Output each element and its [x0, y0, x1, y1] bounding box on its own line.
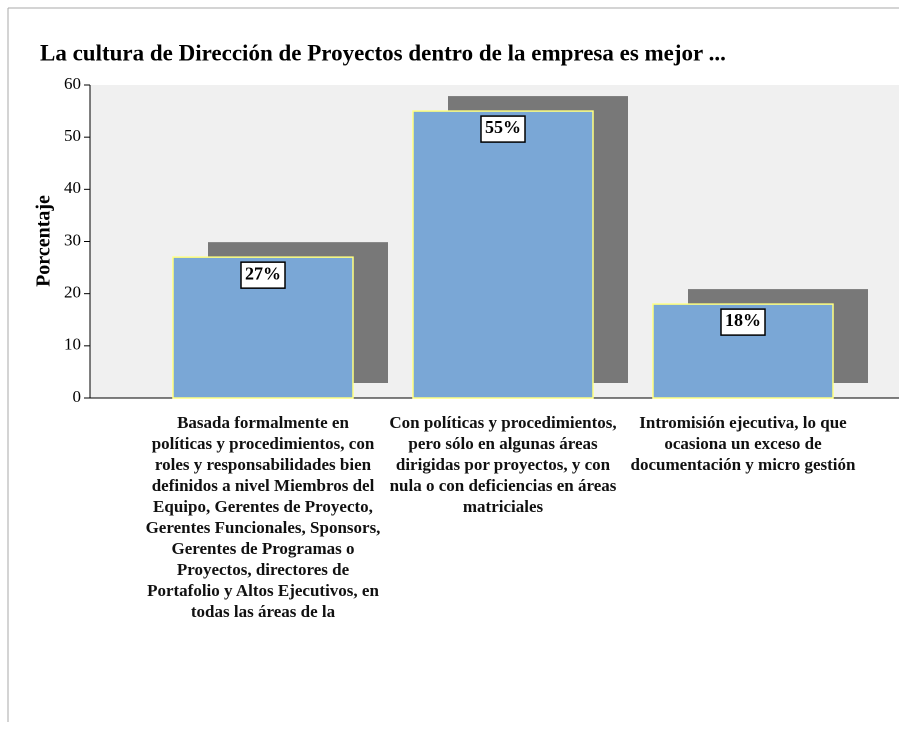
chart-title: La cultura de Dirección de Proyectos den… — [40, 40, 726, 65]
data-label-box — [240, 261, 286, 289]
y-tick-label: 40 — [64, 178, 81, 197]
data-label-box — [720, 308, 766, 336]
x-tick-label: Basada formalmente en políticas y proced… — [145, 413, 381, 621]
x-tick-label: Intromisión ejecutiva, lo que ocasiona u… — [630, 413, 856, 474]
x-tick-label: Con políticas y procedimientos, pero sól… — [389, 413, 617, 516]
data-label: 27% — [245, 263, 281, 283]
y-axis-label: Porcentaje — [33, 195, 55, 287]
data-label-box — [480, 115, 526, 143]
y-tick-label: 0 — [73, 387, 82, 406]
y-tick-label: 50 — [64, 126, 81, 145]
y-tick-label: 30 — [64, 230, 81, 249]
y-tick-label: 60 — [64, 74, 81, 93]
data-label: 55% — [485, 117, 521, 137]
y-tick-label: 10 — [64, 335, 81, 354]
data-label: 18% — [725, 310, 761, 330]
bar — [412, 110, 594, 399]
y-tick-label: 20 — [64, 283, 81, 302]
